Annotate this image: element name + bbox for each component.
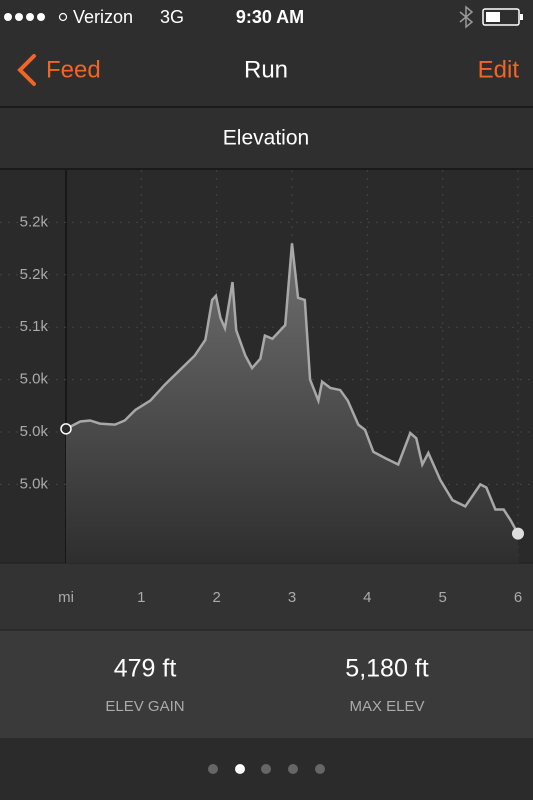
y-tick-label: 5.1k: [20, 318, 49, 335]
y-tick-label: 5.2k: [20, 213, 49, 230]
page-dot[interactable]: [315, 764, 325, 774]
line: [65, 243, 520, 535]
y-tick-label: 5.0k: [20, 423, 49, 440]
x-tick-label: 6: [514, 589, 522, 606]
y-tick-label: 5.0k: [20, 475, 49, 492]
bluetooth-icon: [459, 5, 474, 29]
chart-title: Elevation: [223, 127, 309, 150]
page-dot[interactable]: [288, 764, 298, 774]
back-chevron[interactable]: [17, 54, 36, 86]
page-dot[interactable]: [235, 764, 245, 774]
area: [66, 243, 518, 564]
page-dot[interactable]: [261, 764, 271, 774]
chart-header-bg: [0, 108, 533, 169]
battery-icon: [482, 8, 523, 26]
signal: [4, 12, 68, 22]
x-tick-label: 1: [137, 589, 145, 606]
edit-button[interactable]: Edit: [478, 56, 520, 83]
back-button[interactable]: Feed: [46, 56, 101, 83]
page-dot[interactable]: [208, 764, 218, 774]
x-tick-label: mi: [58, 589, 74, 606]
stats-bg: [0, 630, 533, 738]
header-bg: [0, 0, 533, 107]
x-tick-label: 2: [212, 589, 220, 606]
carrier: Verizon: [73, 7, 133, 27]
stat-value: 479 ft: [114, 655, 177, 683]
y-tick-label: 5.2k: [20, 266, 49, 283]
start-point: [60, 423, 72, 435]
nav-title: Run: [244, 56, 288, 83]
end-point: [512, 527, 524, 540]
stat-label: ELEV GAIN: [105, 698, 184, 715]
pager: [208, 764, 325, 774]
x-tick-label: 4: [363, 589, 371, 606]
time: 9:30 AM: [236, 7, 304, 27]
x-axis-strip: [0, 563, 533, 630]
stat-label: MAX ELEV: [349, 698, 424, 715]
network: 3G: [160, 7, 184, 27]
y-tick-label: 5.0k: [20, 371, 49, 388]
x-tick-label: 5: [438, 589, 446, 606]
stat-value: 5,180 ft: [345, 655, 428, 683]
x-tick-label: 3: [288, 589, 296, 606]
